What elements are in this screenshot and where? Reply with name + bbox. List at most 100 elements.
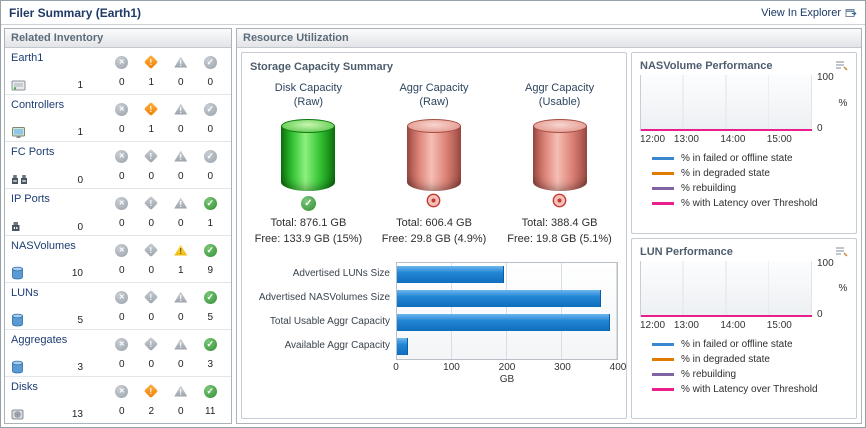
inventory-item-name[interactable]: NASVolumes [11, 240, 76, 252]
latency-series-line [641, 314, 812, 317]
gauge-label: (Raw) [293, 96, 324, 109]
bar-category-label: Available Aggr Capacity [284, 340, 390, 352]
gauge-total: Total: 606.4 GB [396, 216, 472, 229]
error-status-icon [115, 149, 129, 163]
inventory-item-count: 10 [71, 267, 83, 279]
ok-status-icon [203, 337, 217, 351]
gauge-label: (Raw) [419, 96, 449, 109]
error-status-icon [115, 196, 129, 210]
ok-status-icon [203, 149, 217, 163]
status-count: 0 [207, 123, 214, 135]
status-count: 0 [118, 405, 125, 417]
x-tick: 400 [609, 361, 627, 373]
critical-status-icon [144, 101, 159, 117]
legend-swatch-failed [652, 342, 674, 346]
legend-label: % in failed or offline state [681, 153, 793, 164]
status-count: 2 [148, 405, 155, 417]
gauge-label: Aggr Capacity [525, 82, 595, 94]
bar-total-usable-aggr-capacity [397, 314, 611, 332]
status-count: 1 [148, 76, 155, 88]
status-count: 0 [118, 217, 125, 229]
legend-label: % with Latency over Threshold [681, 198, 818, 209]
status-count: 5 [207, 311, 214, 323]
x-tick: 15:00 [766, 319, 792, 331]
inventory-item-count: 0 [77, 174, 83, 186]
status-count: 0 [118, 76, 125, 88]
status-count: 0 [207, 76, 214, 88]
legend-swatch-rebuilding [652, 372, 674, 376]
status-count: 0 [118, 311, 125, 323]
capacity-cylinder [406, 118, 461, 191]
disk-icon [11, 408, 24, 421]
gauge-label: (Usable) [538, 96, 581, 109]
status-count: 3 [207, 358, 214, 370]
y-axis-unit: % [838, 283, 848, 294]
status-count: 0 [177, 170, 184, 182]
inventory-item-name[interactable]: FC Ports [11, 146, 55, 158]
status-count: 0 [118, 264, 125, 276]
lun-performance-chart [640, 260, 812, 317]
error-status-icon [115, 102, 129, 116]
inventory-item-name[interactable]: Earth1 [11, 52, 44, 64]
legend-label: % with Latency over Threshold [681, 383, 818, 395]
latency-series-line [641, 129, 812, 131]
x-tick: 14:00 [720, 319, 746, 331]
inventory-item-name[interactable]: Disks [11, 381, 38, 393]
legend-label: % rebuilding [681, 368, 737, 380]
y-max-tick: 100 [817, 72, 834, 83]
gauge-label: Disk Capacity [274, 82, 343, 94]
explorer-window-icon [845, 7, 857, 18]
legend-swatch-latency [652, 387, 674, 391]
critical-status-icon [144, 242, 159, 258]
inventory-item-count: 5 [77, 314, 83, 326]
storage-capacity-title: Storage Capacity Summary [250, 61, 394, 73]
performance-column: NASVolume Performance 100 0 % [631, 52, 857, 419]
critical-status-icon [144, 336, 159, 352]
error-status-icon [115, 243, 129, 257]
legend-swatch-latency [652, 202, 674, 205]
chart-options-icon[interactable] [835, 60, 848, 71]
gauge-aggr-capacity-usable: Aggr Capacity (Usable) Total: 388.4 GB F… [503, 81, 616, 248]
x-tick: 13:00 [673, 134, 699, 145]
nasvolume-performance-title: NASVolume Performance [640, 60, 773, 72]
ok-status-icon [203, 243, 217, 257]
legend-label: % in degraded state [681, 168, 770, 179]
error-status-icon [115, 290, 129, 304]
fc-ports-icon [11, 174, 29, 186]
y-axis: 100 0 [812, 258, 838, 320]
inventory-item-count: 13 [71, 409, 83, 420]
status-count: 0 [118, 170, 125, 182]
x-tick: 300 [554, 361, 571, 373]
status-count: 0 [118, 358, 125, 370]
nasvolume-performance-chart [640, 75, 812, 131]
status-count: 0 [177, 217, 184, 229]
gauge-free: Free: 133.9 GB (15%) [254, 233, 363, 246]
gauge-total: Total: 388.4 GB [521, 216, 598, 229]
legend-swatch-degraded [652, 172, 674, 175]
view-in-explorer-label: View In Explorer [761, 6, 841, 19]
inventory-item-name[interactable]: Aggregates [11, 334, 68, 346]
bar-available-aggr-capacity [397, 338, 408, 356]
chart-legend: % in failed or offline state % in degrad… [640, 153, 848, 209]
inventory-item-name[interactable]: LUNs [11, 287, 39, 299]
status-count: 0 [118, 123, 125, 135]
related-inventory-header: Related Inventory [5, 29, 231, 48]
status-count: 1 [207, 217, 214, 229]
capacity-bar-chart: Advertised LUNs Size Advertised NASVolum… [250, 261, 618, 360]
inventory-item-count: 1 [77, 127, 83, 138]
inventory-row-ip-ports: IP Ports 0 0 0 0 1 [5, 189, 231, 236]
legend-swatch-failed [652, 157, 674, 160]
critical-status-icon [144, 148, 159, 164]
chart-options-icon[interactable] [835, 246, 848, 257]
view-in-explorer-link[interactable]: View In Explorer [761, 7, 857, 19]
critical-status-icon [144, 289, 159, 305]
status-count: 0 [177, 123, 184, 135]
inventory-row-luns: LUNs 5 0 0 0 5 [5, 283, 231, 330]
inventory-item-name[interactable]: Controllers [11, 99, 65, 111]
capacity-cylinder [281, 118, 336, 191]
error-status-icon [115, 337, 129, 351]
warning-status-icon [174, 244, 188, 256]
inventory-item-name[interactable]: IP Ports [11, 193, 50, 205]
ip-port-icon [11, 221, 21, 233]
